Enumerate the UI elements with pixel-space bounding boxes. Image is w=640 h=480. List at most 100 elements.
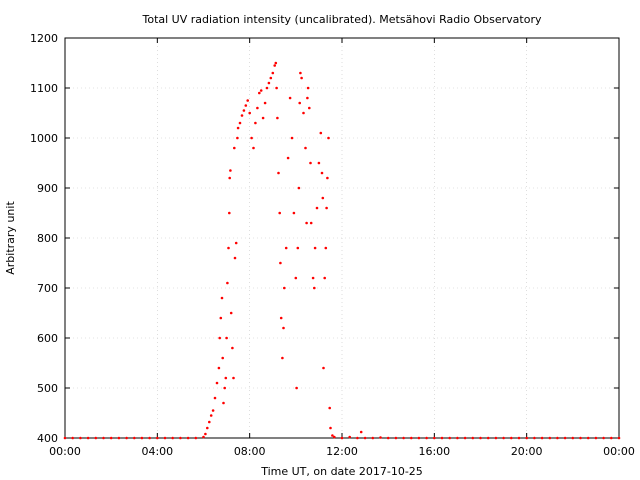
data-point <box>306 86 310 90</box>
chart-title: Total UV radiation intensity (uncalibrat… <box>142 13 542 26</box>
data-point <box>281 356 284 360</box>
data-point <box>156 436 159 440</box>
data-point <box>223 386 226 390</box>
y-tick-label: 400 <box>37 432 58 445</box>
data-point <box>313 286 316 290</box>
data-point <box>269 76 273 80</box>
data-point <box>594 436 598 440</box>
data-point <box>229 169 232 172</box>
data-point <box>273 64 277 67</box>
data-point <box>211 409 215 412</box>
data-point <box>331 434 334 437</box>
data-point <box>233 146 236 150</box>
data-point <box>263 101 267 105</box>
data-point <box>533 436 536 440</box>
data-point <box>320 171 324 175</box>
data-point <box>617 436 621 440</box>
data-point <box>348 435 352 439</box>
y-tick-label: 1200 <box>30 32 58 45</box>
data-point <box>267 81 271 85</box>
data-point <box>215 381 219 385</box>
data-point <box>256 106 259 110</box>
data-point <box>579 436 582 440</box>
data-point <box>326 176 329 180</box>
data-point <box>275 86 278 90</box>
data-point <box>209 414 213 417</box>
data-point <box>163 436 167 440</box>
data-point <box>71 436 74 440</box>
data-point <box>279 261 282 265</box>
data-point <box>305 221 308 225</box>
data-point <box>133 436 136 440</box>
y-tick-label: 1100 <box>30 82 58 95</box>
y-tick-label: 700 <box>37 282 58 295</box>
data-point <box>248 111 251 115</box>
data-point <box>277 171 280 175</box>
data-point <box>410 436 413 440</box>
data-point <box>217 366 221 370</box>
data-point <box>171 436 174 440</box>
x-axis-title: Time UT, on date 2017-10-25 <box>260 465 423 478</box>
axis-ticks: 400 500 600 700 800 900 1000 1100 1200 00:00 04:00… <box>30 32 635 458</box>
data-point <box>525 436 528 440</box>
data-point <box>306 96 309 100</box>
x-tick-label: 04:00 <box>141 445 173 458</box>
data-point <box>379 436 382 439</box>
data-point <box>417 436 421 440</box>
x-tick-label: 16:00 <box>418 445 450 458</box>
data-point <box>231 346 234 350</box>
data-point <box>302 111 305 115</box>
data-point <box>286 156 290 160</box>
data-point <box>463 436 467 440</box>
data-point <box>290 136 294 140</box>
data-point <box>486 436 490 440</box>
data-point <box>340 436 344 440</box>
data-point <box>297 186 301 190</box>
data-point <box>356 436 359 440</box>
data-point <box>309 161 312 165</box>
data-point <box>252 146 255 150</box>
data-point <box>246 99 249 102</box>
y-tick-label: 1000 <box>30 132 58 145</box>
data-point <box>602 436 605 440</box>
data-point <box>308 106 311 110</box>
data-point <box>79 436 82 440</box>
data-point <box>386 436 390 440</box>
data-point <box>311 276 315 280</box>
data-point <box>494 436 498 440</box>
data-point <box>238 121 242 125</box>
data-point <box>325 206 328 210</box>
data-point <box>329 426 332 430</box>
data-point <box>109 436 113 440</box>
data-point <box>202 435 205 439</box>
data-point <box>271 71 275 75</box>
data-point <box>224 376 228 380</box>
data-point <box>479 436 482 440</box>
data-point <box>471 436 475 440</box>
y-axis-title: Arbitrary unit <box>4 201 17 275</box>
data-point <box>240 114 244 117</box>
data-point <box>295 386 298 390</box>
data-point <box>394 436 398 440</box>
data-point <box>221 356 224 360</box>
data-point <box>322 366 325 370</box>
data-point <box>232 376 235 380</box>
data-point <box>242 109 246 112</box>
data-point <box>194 436 198 440</box>
data-point <box>300 76 303 80</box>
data-point <box>292 211 296 215</box>
data-point <box>208 420 211 424</box>
data-point <box>456 436 459 440</box>
data-point <box>321 196 325 200</box>
data-point <box>328 406 332 410</box>
data-point <box>363 436 367 440</box>
data-point <box>204 432 207 436</box>
data-point <box>313 246 317 250</box>
data-point <box>510 436 513 440</box>
data-point <box>556 436 559 440</box>
data-point <box>425 436 428 440</box>
data-point <box>402 436 405 440</box>
y-tick-label: 600 <box>37 332 58 345</box>
